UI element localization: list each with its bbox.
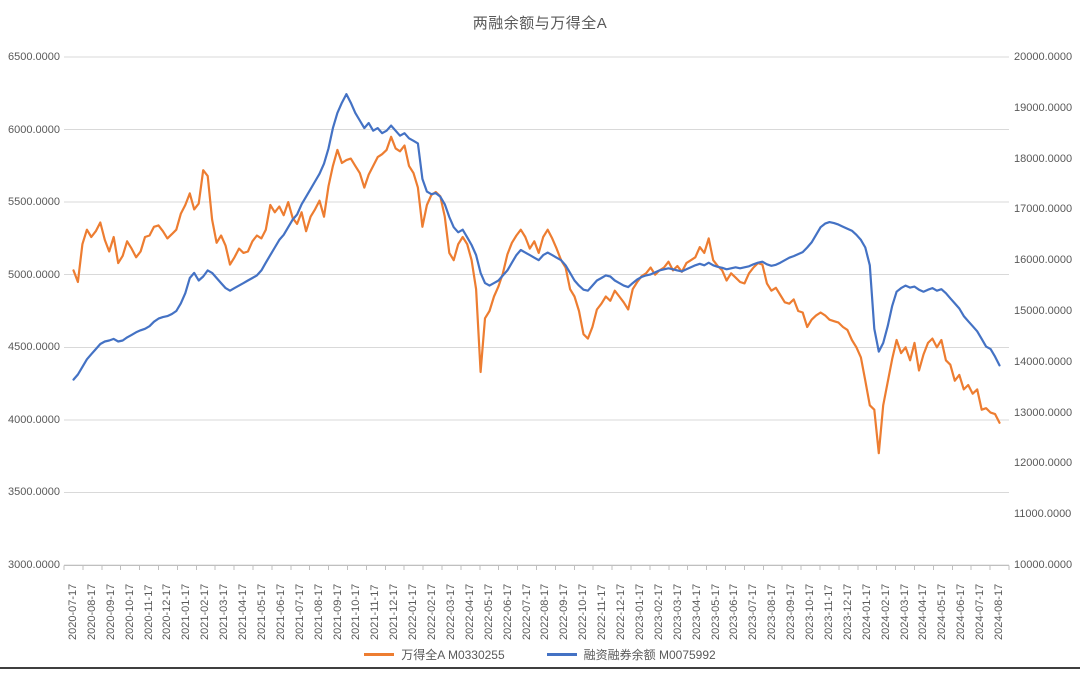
date-axis-tick-label: 2021-02-17 (199, 583, 212, 640)
right-axis-tick-label: 10000.0000 (1014, 559, 1073, 571)
date-axis-tick-label: 2023-05-17 (709, 583, 722, 640)
date-axis-tick-label: 2020-08-17 (85, 583, 98, 640)
date-axis-tick-label: 2022-05-17 (482, 583, 495, 640)
date-axis-tick-label: 2022-01-17 (407, 583, 420, 640)
right-axis-tick-label: 12000.0000 (1014, 457, 1073, 470)
date-axis-tick-label: 2021-03-17 (218, 583, 231, 640)
legend-label: 万得全A M0330255 (401, 648, 505, 662)
date-axis-tick-label: 2021-04-17 (237, 583, 250, 640)
legend-label: 融资融券余额 M0075992 (583, 648, 716, 662)
date-axis-tick-label: 2023-01-17 (633, 583, 646, 640)
blue-line-swatch-icon (546, 653, 577, 656)
left-axis-tick-label: 6500.0000 (8, 51, 60, 63)
date-axis-tick-label: 2022-04-17 (463, 583, 476, 640)
left-axis-tick-label: 3000.0000 (8, 559, 60, 571)
left-axis-tick-label: 5000.0000 (8, 268, 60, 281)
legend-item-wind-all-a: 万得全A M0330255 (364, 646, 505, 663)
date-axis-tick-label: 2020-12-17 (161, 583, 174, 640)
date-axis-tick-label: 2024-07-17 (974, 583, 987, 640)
date-axis-tick-label: 2022-11-17 (596, 584, 609, 640)
date-axis-tick-label: 2024-01-17 (860, 583, 873, 640)
date-axis-tick-label: 2022-06-17 (501, 583, 514, 640)
right-axis-tick-label: 19000.0000 (1014, 101, 1073, 114)
date-axis-tick-label: 2023-03-17 (671, 583, 684, 640)
date-axis-tick-label: 2021-06-17 (274, 583, 287, 640)
date-axis-tick-label: 2022-09-17 (558, 583, 571, 640)
date-axis-tick-label: 2022-02-17 (426, 583, 439, 640)
right-axis-tick-label: 20000.0000 (1014, 51, 1073, 63)
legend: 万得全A M0330255 融资融券余额 M0075992 (0, 646, 1080, 663)
date-axis-tick-label: 2020-09-17 (104, 583, 117, 640)
date-axis-tick-label: 2023-07-17 (747, 583, 760, 640)
date-axis-tick-label: 2021-11-17 (369, 584, 382, 640)
date-axis-tick-label: 2023-06-17 (728, 583, 741, 640)
right-axis-tick-label: 18000.0000 (1014, 152, 1073, 165)
right-axis-tick-label: 13000.0000 (1014, 406, 1073, 419)
date-axis-tick-label: 2023-10-17 (804, 583, 817, 640)
right-axis-tick-label: 14000.0000 (1014, 355, 1073, 368)
date-axis-tick-label: 2022-12-17 (615, 583, 628, 640)
date-axis-tick-label: 2022-10-17 (577, 583, 590, 640)
date-axis-tick-label: 2023-04-17 (690, 583, 703, 640)
legend-item-margin-balance: 融资融券余额 M0075992 (546, 646, 716, 663)
date-axis-tick-label: 2020-10-17 (123, 583, 136, 640)
right-axis-tick-label: 16000.0000 (1014, 254, 1073, 267)
date-axis-tick-label: 2020-07-17 (66, 583, 79, 640)
date-axis-tick-label: 2021-01-17 (180, 583, 193, 640)
date-axis-tick-label: 2023-02-17 (652, 583, 665, 640)
right-axis-tick-label: 15000.0000 (1014, 305, 1073, 317)
date-axis-tick-label: 2022-07-17 (520, 583, 533, 640)
date-axis-tick-label: 2021-05-17 (255, 583, 268, 640)
date-axis-tick-label: 2023-11-17 (822, 584, 835, 640)
left-axis-tick-label: 3500.0000 (8, 486, 60, 499)
date-axis-tick-label: 2021-12-17 (388, 583, 401, 640)
date-axis-tick-label: 2024-04-17 (917, 583, 930, 640)
date-axis-tick-label: 2021-08-17 (312, 583, 325, 640)
left-axis-tick-label: 4000.0000 (8, 413, 60, 426)
date-axis-tick-label: 2020-11-17 (142, 584, 155, 640)
date-axis-tick-label: 2024-06-17 (955, 583, 968, 640)
date-axis-tick-label: 2024-05-17 (936, 583, 949, 640)
date-axis-tick-label: 2021-09-17 (331, 583, 344, 640)
date-axis-tick-label: 2023-08-17 (766, 583, 779, 640)
date-axis-tick-label: 2022-08-17 (539, 583, 552, 640)
right-axis-tick-label: 11000.0000 (1014, 508, 1072, 521)
window-bottom-edge (0, 667, 1080, 669)
left-axis-tick-label: 5500.0000 (8, 196, 60, 209)
chart-title: 两融余额与万得全A (472, 15, 608, 32)
date-axis-tick-label: 2023-12-17 (841, 583, 854, 640)
left-axis-tick-label: 6000.0000 (8, 123, 60, 136)
date-axis-tick-label: 2024-08-17 (993, 583, 1006, 640)
date-axis-tick-label: 2023-09-17 (785, 583, 798, 640)
left-axis-tick-label: 4500.0000 (8, 341, 60, 354)
date-axis-tick-label: 2024-02-17 (879, 583, 892, 640)
date-axis-tick-label: 2024-03-17 (898, 583, 911, 640)
right-axis-tick-label: 17000.0000 (1014, 203, 1073, 216)
date-axis-tick-label: 2021-10-17 (350, 583, 363, 640)
series-line-wind-all-a (72, 135, 1001, 455)
date-axis-tick-label: 2022-03-17 (444, 583, 457, 640)
date-axis-tick-label: 2021-07-17 (293, 583, 306, 640)
series-line-margin-balance (72, 92, 1001, 381)
orange-line-swatch-icon (364, 653, 395, 656)
